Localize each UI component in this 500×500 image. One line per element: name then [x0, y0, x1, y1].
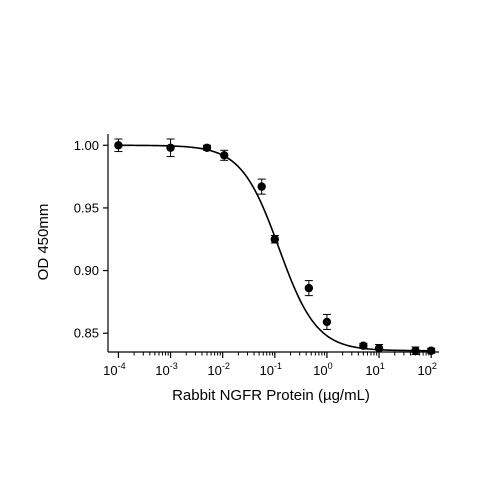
- y-axis-title: OD 450mm: [35, 204, 52, 281]
- fit-curve-layer: [118, 144, 432, 352]
- data-point: [270, 235, 280, 244]
- data-point: [202, 143, 212, 152]
- data-point: [257, 182, 266, 191]
- x-axis-title: Rabbit NGFR Protein (µg/mL): [172, 387, 370, 404]
- axes: [107, 134, 439, 353]
- x-tick-label: 101: [365, 361, 384, 378]
- x-tick-label: 100: [313, 361, 332, 378]
- data-point: [374, 344, 384, 353]
- x-tick-label: 10-1: [260, 361, 282, 378]
- x-tick-label: 10-3: [155, 361, 177, 378]
- data-point: [322, 317, 332, 327]
- y-tick-label: 0.85: [74, 326, 99, 341]
- x-tick-label: 10-4: [103, 361, 125, 378]
- y-tick-label: 1.00: [74, 138, 99, 153]
- data-point: [220, 151, 229, 160]
- y-tick-label: 0.90: [74, 263, 99, 278]
- data-point: [359, 341, 368, 350]
- data-point: [114, 141, 123, 150]
- data-point: [426, 346, 436, 355]
- x-tick-label: 10-2: [207, 361, 229, 378]
- data-point: [304, 283, 314, 293]
- data-point: [166, 143, 175, 152]
- x-tick-label: 102: [417, 361, 436, 378]
- data-points-layer: [114, 138, 436, 356]
- data-point: [411, 346, 420, 355]
- axis-ticks: 0.85 0.90 0.95 1.00 10-4 10-3 10-2 10-1 100 101 10…: [74, 138, 437, 378]
- y-tick-label: 0.95: [74, 200, 99, 215]
- fit-curve: [118, 144, 432, 352]
